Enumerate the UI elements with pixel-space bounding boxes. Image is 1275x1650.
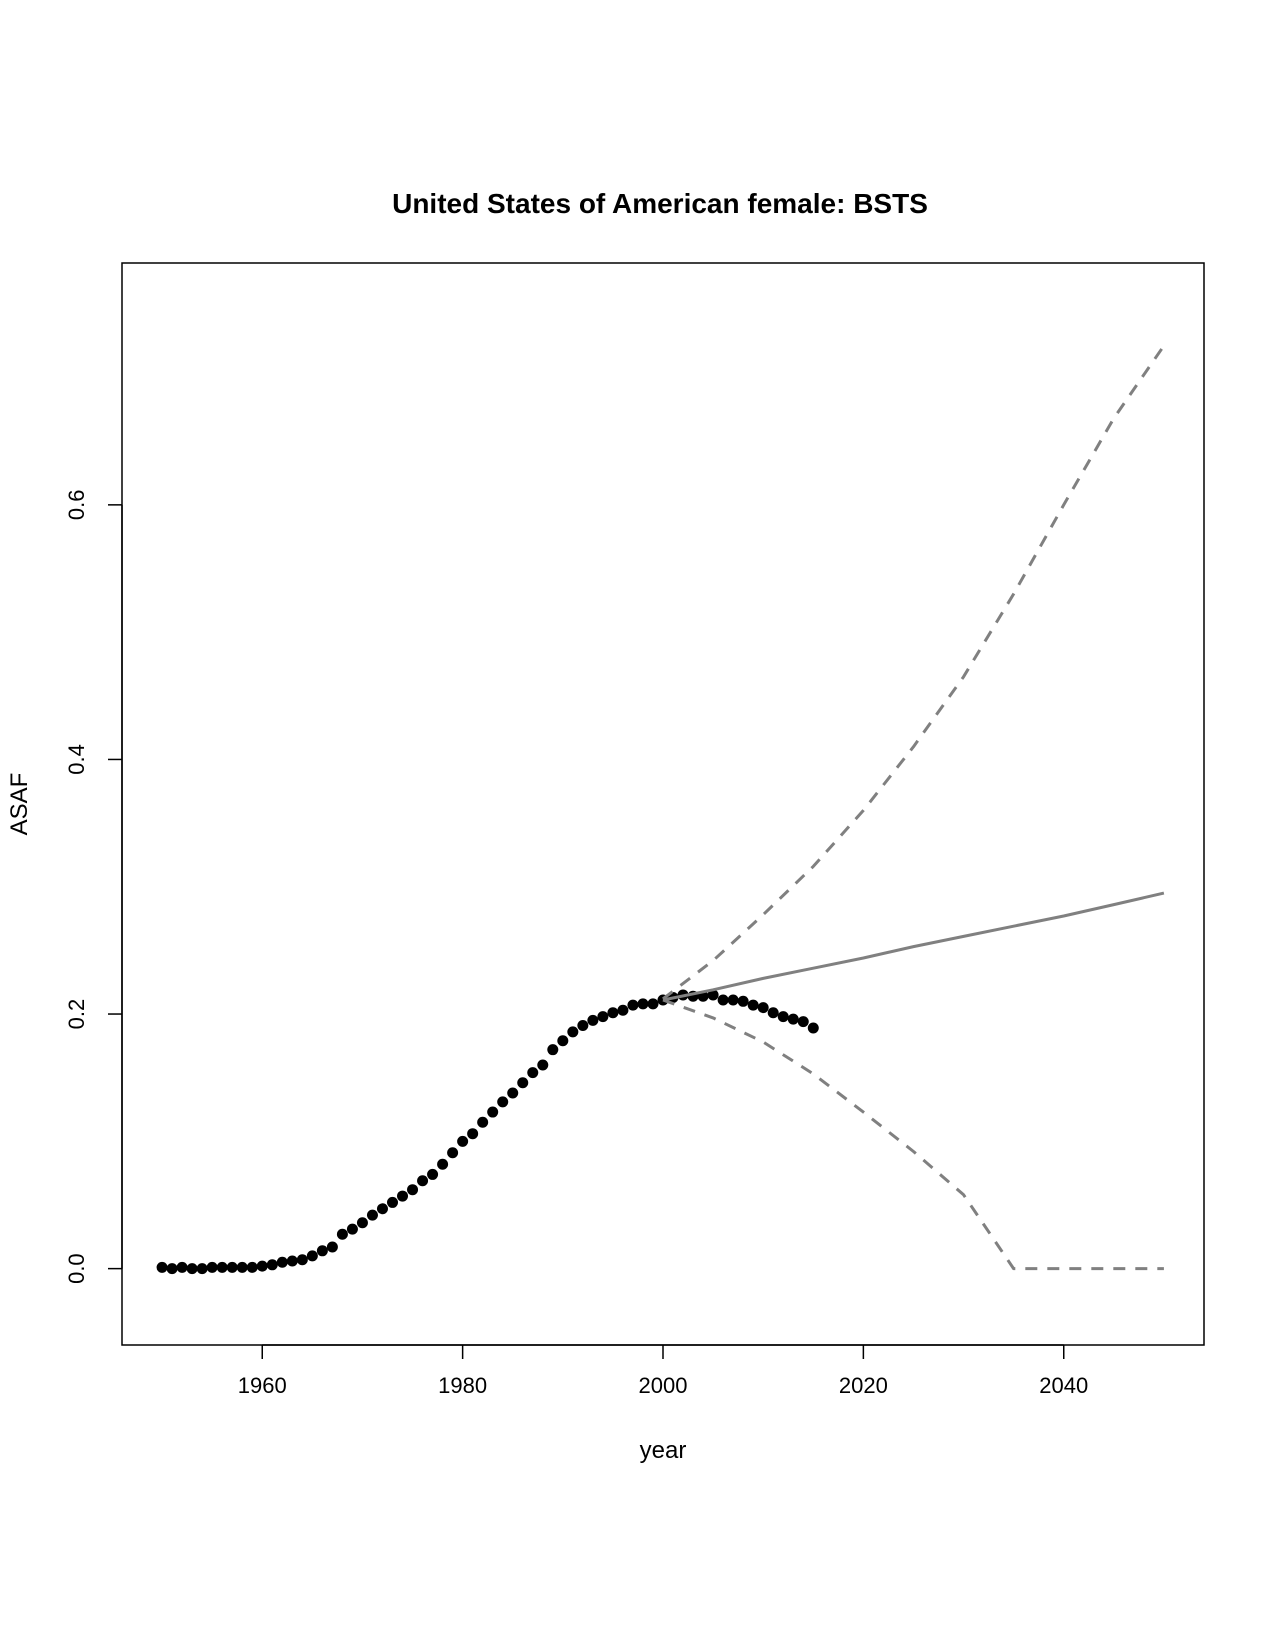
data-point xyxy=(537,1059,549,1071)
data-point xyxy=(607,1007,619,1019)
data-point xyxy=(717,994,729,1006)
x-axis-label: year xyxy=(640,1437,687,1464)
x-axis: 1960 1980 2000 2020 2040 xyxy=(238,1344,1088,1398)
y-tick-label: 0.4 xyxy=(64,744,89,775)
data-point xyxy=(757,1002,769,1014)
data-point xyxy=(627,999,639,1011)
data-point xyxy=(527,1067,539,1079)
data-point xyxy=(577,1019,589,1031)
data-point xyxy=(707,989,719,1001)
y-tick-label: 0.0 xyxy=(64,1253,89,1284)
x-tick-label: 1980 xyxy=(438,1373,487,1398)
lower-bound-line xyxy=(662,998,1164,1271)
forecast-line xyxy=(662,891,1165,1002)
x-tick-label: 1960 xyxy=(238,1373,287,1398)
y-tick-label: 0.6 xyxy=(64,490,89,521)
data-point xyxy=(427,1168,439,1180)
data-point xyxy=(306,1250,318,1262)
data-point xyxy=(437,1158,449,1170)
x-tick-label: 2000 xyxy=(639,1373,688,1398)
data-point xyxy=(807,1022,819,1034)
data-point xyxy=(397,1190,409,1202)
data-point xyxy=(477,1116,489,1128)
data-point xyxy=(246,1261,258,1273)
data-point xyxy=(647,998,659,1010)
data-point xyxy=(547,1044,559,1056)
data-point xyxy=(747,999,759,1011)
data-point xyxy=(787,1013,799,1025)
x-tick-label: 2020 xyxy=(839,1373,888,1398)
data-point xyxy=(176,1261,188,1273)
data-point xyxy=(567,1026,579,1038)
data-point xyxy=(737,995,749,1007)
data-point xyxy=(447,1147,459,1159)
data-point xyxy=(236,1261,248,1273)
data-point xyxy=(597,1011,609,1023)
data-point xyxy=(467,1128,479,1140)
chart-title: United States of American female: BSTS xyxy=(392,188,928,219)
data-point xyxy=(767,1007,779,1019)
data-point xyxy=(637,998,649,1010)
data-point xyxy=(346,1223,358,1235)
data-point xyxy=(457,1135,469,1147)
data-point xyxy=(557,1035,569,1047)
data-point xyxy=(517,1077,529,1089)
data-point xyxy=(797,1016,809,1028)
data-point xyxy=(407,1184,419,1196)
data-point xyxy=(316,1245,328,1257)
data-point xyxy=(286,1255,298,1267)
data-point xyxy=(387,1196,398,1208)
data-point xyxy=(376,1203,388,1215)
y-axis-label: ASAF xyxy=(6,773,33,836)
observed-points xyxy=(156,989,819,1275)
data-point xyxy=(497,1096,509,1108)
data-point xyxy=(256,1260,268,1272)
y-tick-label: 0.2 xyxy=(64,999,89,1030)
upper-bound-line xyxy=(662,344,1166,1000)
data-point xyxy=(777,1011,789,1023)
data-point xyxy=(487,1106,499,1118)
data-point xyxy=(206,1261,218,1273)
data-point xyxy=(727,994,739,1006)
data-point xyxy=(326,1241,338,1253)
data-point xyxy=(196,1263,208,1275)
data-point xyxy=(216,1261,228,1273)
series-layer xyxy=(156,344,1166,1275)
data-point xyxy=(617,1004,629,1016)
data-point xyxy=(417,1175,429,1187)
data-point xyxy=(336,1228,348,1240)
data-point xyxy=(296,1254,308,1266)
data-point xyxy=(587,1014,599,1026)
y-axis: 0.0 0.2 0.4 0.6 xyxy=(64,490,123,1284)
data-point xyxy=(366,1209,378,1221)
data-point xyxy=(266,1259,278,1271)
plot-frame xyxy=(121,262,1205,1346)
data-point xyxy=(156,1261,168,1273)
data-point xyxy=(356,1217,368,1229)
data-point xyxy=(507,1087,519,1099)
data-point xyxy=(276,1256,288,1268)
data-point xyxy=(226,1261,238,1273)
x-tick-label: 2040 xyxy=(1039,1373,1088,1398)
data-point xyxy=(186,1263,198,1275)
data-point xyxy=(166,1263,178,1275)
